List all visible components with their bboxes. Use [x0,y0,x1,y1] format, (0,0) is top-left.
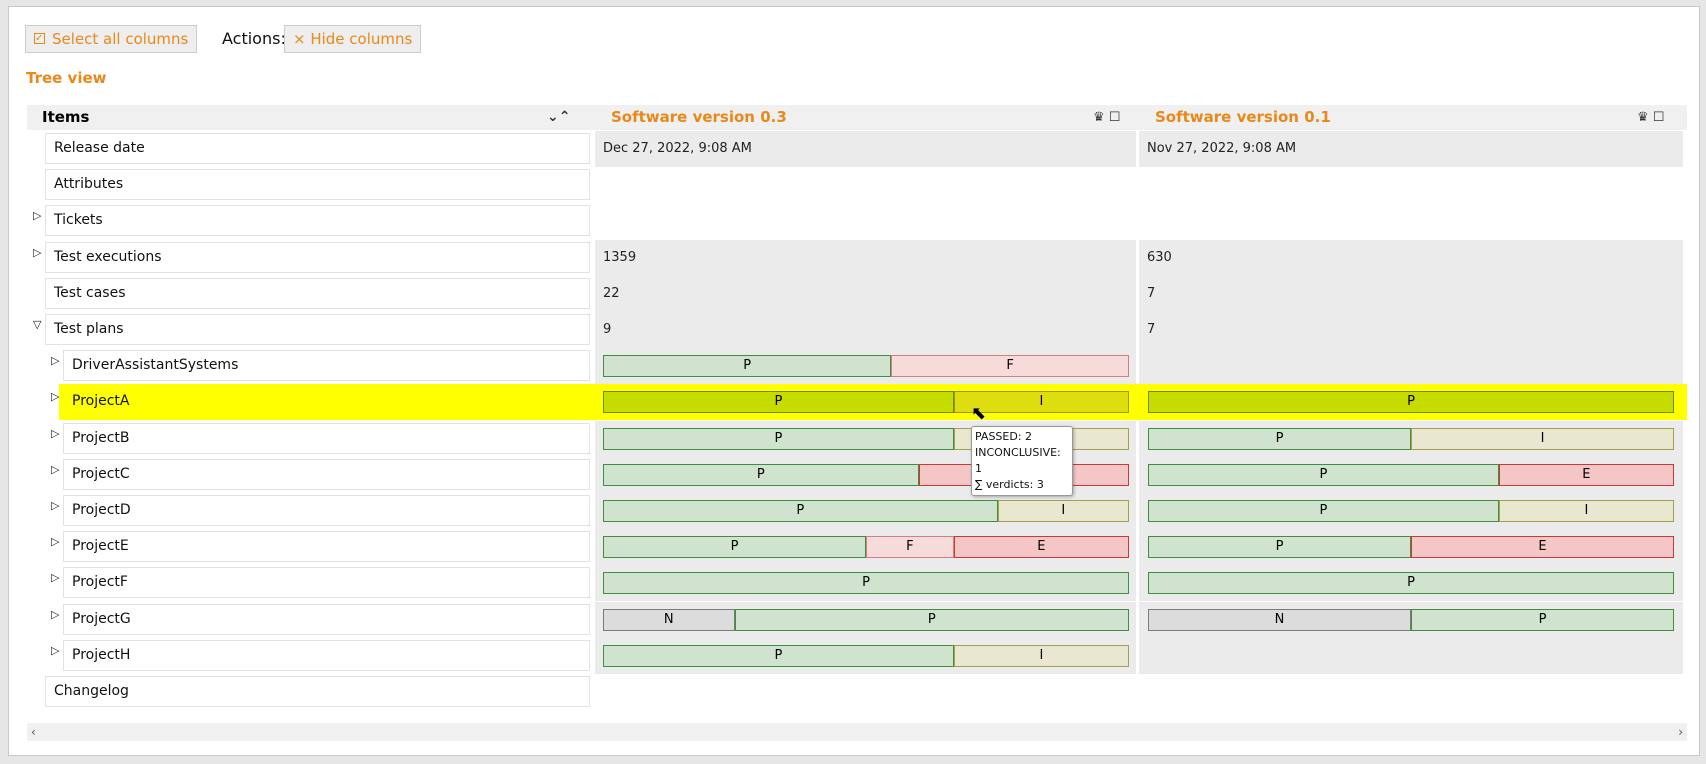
expand-toggle[interactable]: ▷ [33,209,42,223]
row-label: ProjectB [63,422,590,454]
expand-toggle[interactable]: ▷ [51,535,60,549]
expand-toggle[interactable]: ▷ [51,499,60,512]
verdict-segment: P [603,391,954,414]
verdict-segment: P [1148,391,1674,414]
expand-toggle[interactable]: ▷ [51,643,60,657]
expand-collapse-icons[interactable]: ⌄⌃ [547,109,571,125]
verdict-segment: E [953,536,1129,559]
verdict-segment: P [603,355,892,378]
verdict-segment: P [603,644,954,667]
expand-toggle[interactable]: ▽ [33,318,42,331]
verdict-segment: F [891,355,1129,378]
row-label: Test plans [45,314,590,345]
value-cell [1139,637,1683,674]
value-cell: 630 [1139,239,1683,276]
row-label: Test cases [45,277,590,309]
expand-toggle[interactable]: ▷ [51,426,60,440]
verdict-segment: P [1148,572,1674,595]
verdict-segment: I [1498,500,1674,522]
verdict-segment: P [603,500,998,522]
verdict-segment: P [603,536,866,559]
row-label: Changelog [45,676,590,707]
value-cell: 7 [1139,275,1683,312]
verdict-segment: I [997,500,1129,522]
verdict-segment: P [1148,536,1411,559]
column-icons[interactable]: ♛ ☐ [1637,110,1665,125]
tooltip: PASSED: 2 INCONCLUSIVE: 1 ∑ verdicts: 3 [971,426,1073,496]
verdict-segment: P [1148,427,1411,450]
expand-toggle[interactable]: ▷ [33,245,42,259]
row-label: ProjectG [63,603,590,635]
value-cell: 1359 [595,239,1136,276]
page: ✓ Select all columns Actions: × Hide column… [8,6,1700,756]
verdict-segment: P [1148,500,1499,522]
verdict-segment: P [603,572,1129,595]
expand-toggle[interactable]: ▷ [51,354,60,368]
verdict-segment: I [953,644,1129,667]
row-label: Release date [45,133,590,164]
expand-toggle[interactable]: ▷ [51,607,60,621]
button-text: Hide columns [310,30,413,48]
verdict-segment: E [1411,536,1674,559]
row-label: ProjectF [63,567,590,599]
tooltip-line: PASSED: 2 [975,430,1033,443]
mouse-cursor: ⬉ [971,403,987,424]
expand-toggle[interactable]: ▷ [51,571,60,585]
actions-label: Actions: [222,29,286,48]
items-header: Items [42,108,90,126]
verdict-segment: P [1411,608,1674,631]
row-label: ProjectE [63,531,590,563]
verdict-segment: F [866,536,954,559]
verdict-segment: P [603,463,919,486]
row-label: DriverAssistantSystems [63,350,590,382]
row-label: ProjectA [63,386,590,418]
tooltip-line: INCONCLUSIVE: 1 [975,446,1061,475]
row-label: Test executions [45,241,590,273]
hide-columns-button[interactable]: × Hide columns [284,25,422,53]
verdict-segment: P [603,427,954,450]
horizontal-scrollbar[interactable]: ‹ › [27,723,1687,741]
header-row [27,105,1687,130]
close-icon: × [293,30,311,48]
value-cell: 9 [595,312,1136,348]
value-cell [1139,348,1683,385]
column-header: Software version 0.3 [611,108,787,126]
column-icons[interactable]: ♛ ☐ [1093,110,1121,125]
value-cell: Dec 27, 2022, 9:08 AM [595,131,1136,167]
tooltip-line: ∑ verdicts: 3 [975,478,1044,491]
row-label: Tickets [45,205,590,237]
expand-toggle[interactable]: ▷ [51,462,60,476]
verdict-segment: I [1411,427,1674,450]
value-cell: 22 [595,275,1136,312]
checkbox-icon: ✓ [34,33,45,44]
tree-view-label[interactable]: Tree view [26,69,107,87]
row-label: ProjectC [63,458,590,490]
verdict-segment: I [953,391,1129,414]
expand-toggle[interactable]: ▷ [51,390,60,404]
verdict-segment: E [1498,463,1674,486]
select-all-button[interactable]: ✓ Select all columns [25,25,198,53]
row-label: ProjectD [63,495,590,526]
column-header: Software version 0.1 [1155,108,1331,126]
verdict-segment: N [603,608,735,631]
verdict-segment: N [1148,608,1411,631]
value-cell: Nov 27, 2022, 9:08 AM [1139,131,1683,167]
verdict-segment: P [734,608,1129,631]
row-label: ProjectH [63,639,590,671]
value-cell: 7 [1139,312,1683,348]
verdict-segment: P [1148,463,1499,486]
button-text: Select all columns [52,30,189,48]
row-label: Attributes [45,169,590,201]
